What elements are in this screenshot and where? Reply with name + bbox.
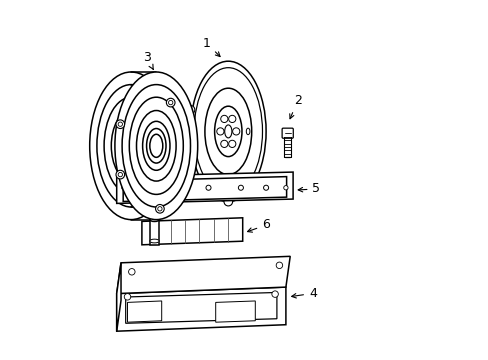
Polygon shape xyxy=(117,256,289,294)
Ellipse shape xyxy=(224,197,232,206)
Text: 1: 1 xyxy=(203,37,220,57)
Ellipse shape xyxy=(276,262,282,269)
Text: 2: 2 xyxy=(289,94,301,119)
Text: 3: 3 xyxy=(142,51,153,69)
Ellipse shape xyxy=(263,185,268,190)
Ellipse shape xyxy=(118,122,122,126)
Ellipse shape xyxy=(246,128,249,135)
Ellipse shape xyxy=(136,111,176,181)
Ellipse shape xyxy=(116,120,124,129)
Ellipse shape xyxy=(128,269,135,275)
Ellipse shape xyxy=(155,204,164,213)
Ellipse shape xyxy=(166,98,175,107)
Polygon shape xyxy=(117,172,292,203)
Polygon shape xyxy=(127,301,162,322)
Ellipse shape xyxy=(117,121,144,170)
Polygon shape xyxy=(125,292,276,323)
Ellipse shape xyxy=(141,185,146,190)
Ellipse shape xyxy=(116,170,124,179)
Text: 5: 5 xyxy=(298,183,320,195)
Ellipse shape xyxy=(194,68,262,195)
Ellipse shape xyxy=(149,239,159,243)
Ellipse shape xyxy=(168,100,172,105)
Ellipse shape xyxy=(271,291,278,297)
Ellipse shape xyxy=(89,72,172,220)
Ellipse shape xyxy=(228,140,235,148)
Ellipse shape xyxy=(186,105,194,114)
Ellipse shape xyxy=(214,106,242,157)
Ellipse shape xyxy=(283,186,287,190)
Ellipse shape xyxy=(228,115,235,122)
FancyBboxPatch shape xyxy=(282,128,293,138)
Ellipse shape xyxy=(232,128,239,135)
Ellipse shape xyxy=(216,128,224,135)
Ellipse shape xyxy=(122,186,126,190)
Bar xyxy=(149,220,159,245)
Ellipse shape xyxy=(190,61,265,202)
Ellipse shape xyxy=(111,111,151,181)
Ellipse shape xyxy=(149,218,159,221)
Polygon shape xyxy=(215,301,255,322)
Ellipse shape xyxy=(115,72,197,220)
Ellipse shape xyxy=(129,97,183,194)
Ellipse shape xyxy=(124,294,130,300)
Ellipse shape xyxy=(220,140,227,148)
Polygon shape xyxy=(117,287,285,331)
Ellipse shape xyxy=(238,185,243,190)
Text: 4: 4 xyxy=(291,287,316,300)
Ellipse shape xyxy=(125,185,130,190)
Ellipse shape xyxy=(158,207,162,211)
Ellipse shape xyxy=(173,185,178,190)
Ellipse shape xyxy=(122,85,190,207)
Ellipse shape xyxy=(205,185,211,190)
Ellipse shape xyxy=(220,115,227,122)
Ellipse shape xyxy=(146,129,166,163)
Text: 6: 6 xyxy=(247,219,269,232)
Ellipse shape xyxy=(97,85,165,207)
Ellipse shape xyxy=(104,97,158,194)
Polygon shape xyxy=(123,177,286,202)
Ellipse shape xyxy=(142,121,170,170)
Ellipse shape xyxy=(118,172,122,177)
Polygon shape xyxy=(117,263,121,331)
Ellipse shape xyxy=(149,134,163,157)
Polygon shape xyxy=(142,218,242,245)
Ellipse shape xyxy=(224,125,231,138)
Ellipse shape xyxy=(204,88,251,175)
